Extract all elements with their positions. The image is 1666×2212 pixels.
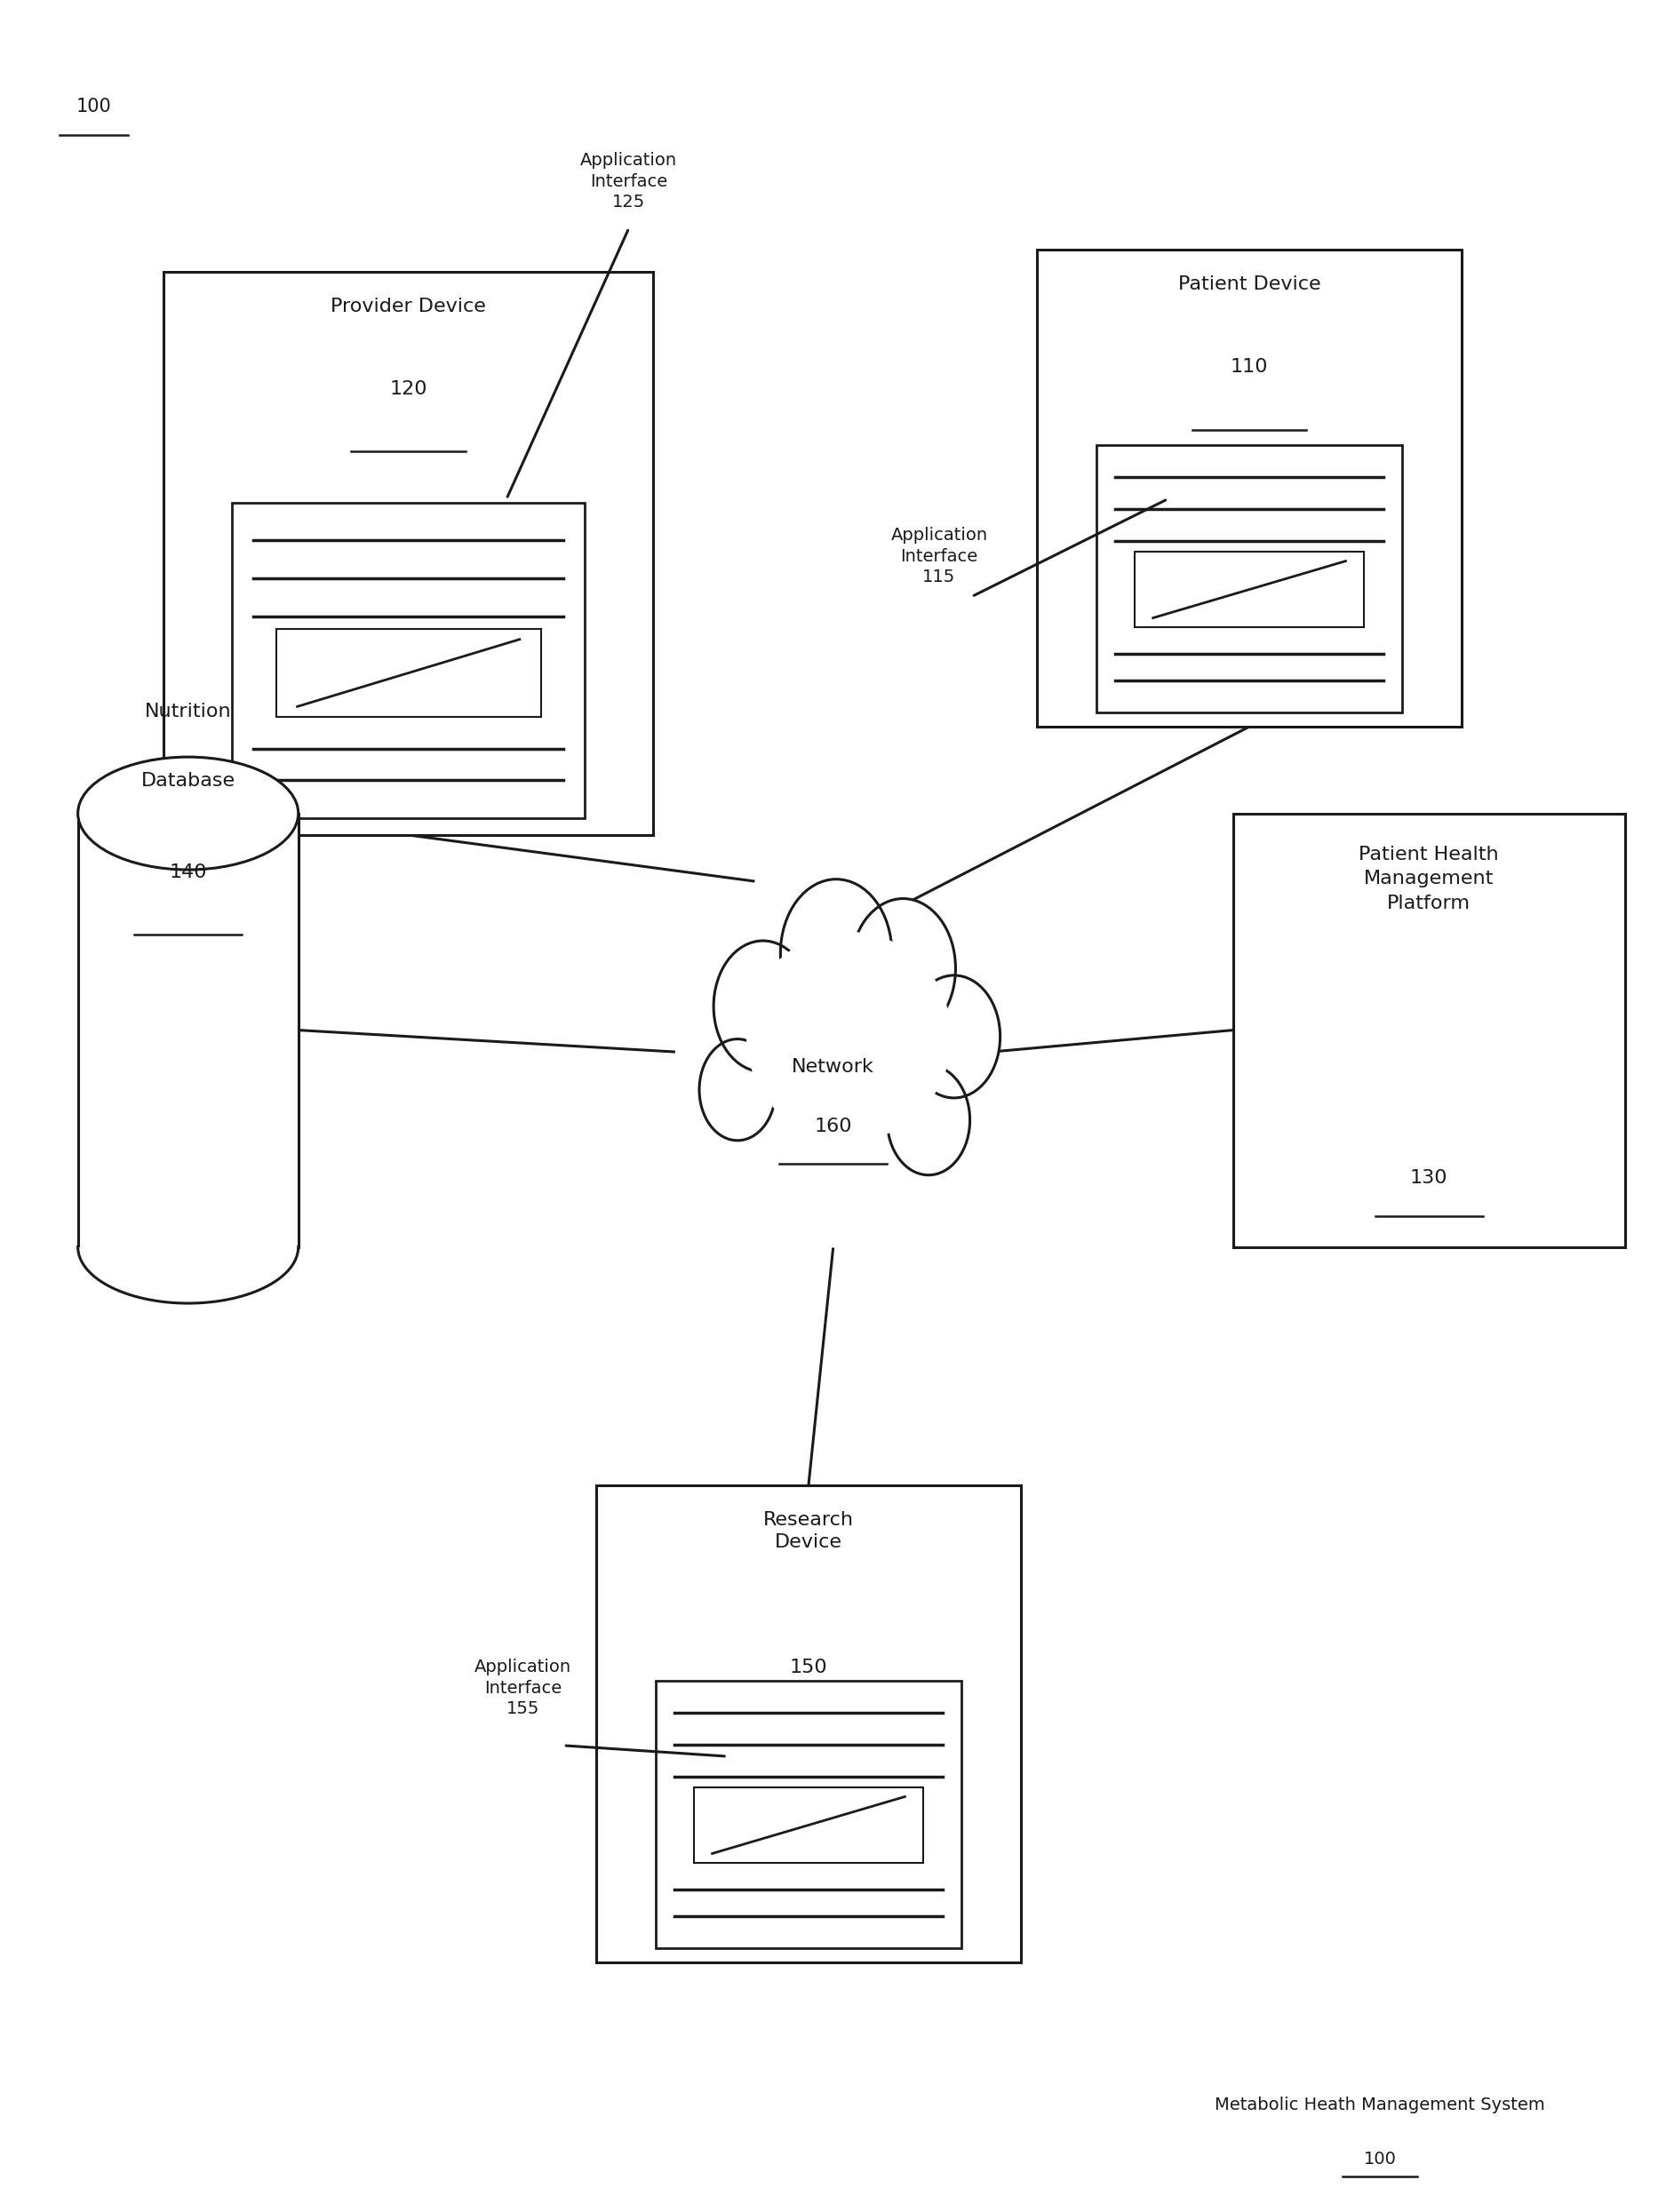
Ellipse shape [746,931,951,1141]
Text: Application
Interface
155: Application Interface 155 [475,1659,571,1717]
Text: Patient Health
Management
Platform: Patient Health Management Platform [1359,845,1499,911]
Bar [163,272,653,834]
Ellipse shape [738,918,960,1146]
Text: 100: 100 [1363,2150,1396,2168]
Text: 110: 110 [1231,358,1268,376]
Bar [1036,250,1461,726]
Text: Application
Interface
115: Application Interface 115 [891,526,988,586]
Circle shape [886,1066,970,1175]
Bar [656,1681,961,1949]
Text: 160: 160 [815,1117,851,1135]
Bar [1233,814,1624,1248]
Text: Database: Database [142,772,235,790]
Bar [695,1787,923,1863]
Text: 120: 120 [390,380,428,398]
Bar [1096,445,1403,712]
Text: Application
Interface
125: Application Interface 125 [580,153,678,210]
Text: Metabolic Heath Management System: Metabolic Heath Management System [1215,2097,1544,2112]
Text: 130: 130 [1409,1168,1448,1186]
Text: 100: 100 [75,97,112,115]
Text: Provider Device: Provider Device [332,296,486,314]
Circle shape [700,1040,776,1141]
Bar [277,628,541,717]
Bar [1135,553,1364,626]
Circle shape [851,898,956,1037]
Circle shape [908,975,1000,1097]
Text: Research
Device: Research Device [763,1511,855,1551]
Text: Nutrition: Nutrition [145,703,232,721]
Text: 140: 140 [170,863,207,880]
Text: Network: Network [791,1057,875,1075]
Bar [596,1486,1021,1962]
Ellipse shape [78,757,298,869]
Bar [78,1248,298,1303]
Bar [78,814,298,1248]
Text: 150: 150 [790,1659,828,1677]
Text: Patient Device: Patient Device [1178,276,1321,294]
Circle shape [780,878,891,1026]
Circle shape [713,940,813,1073]
Bar [232,502,585,818]
